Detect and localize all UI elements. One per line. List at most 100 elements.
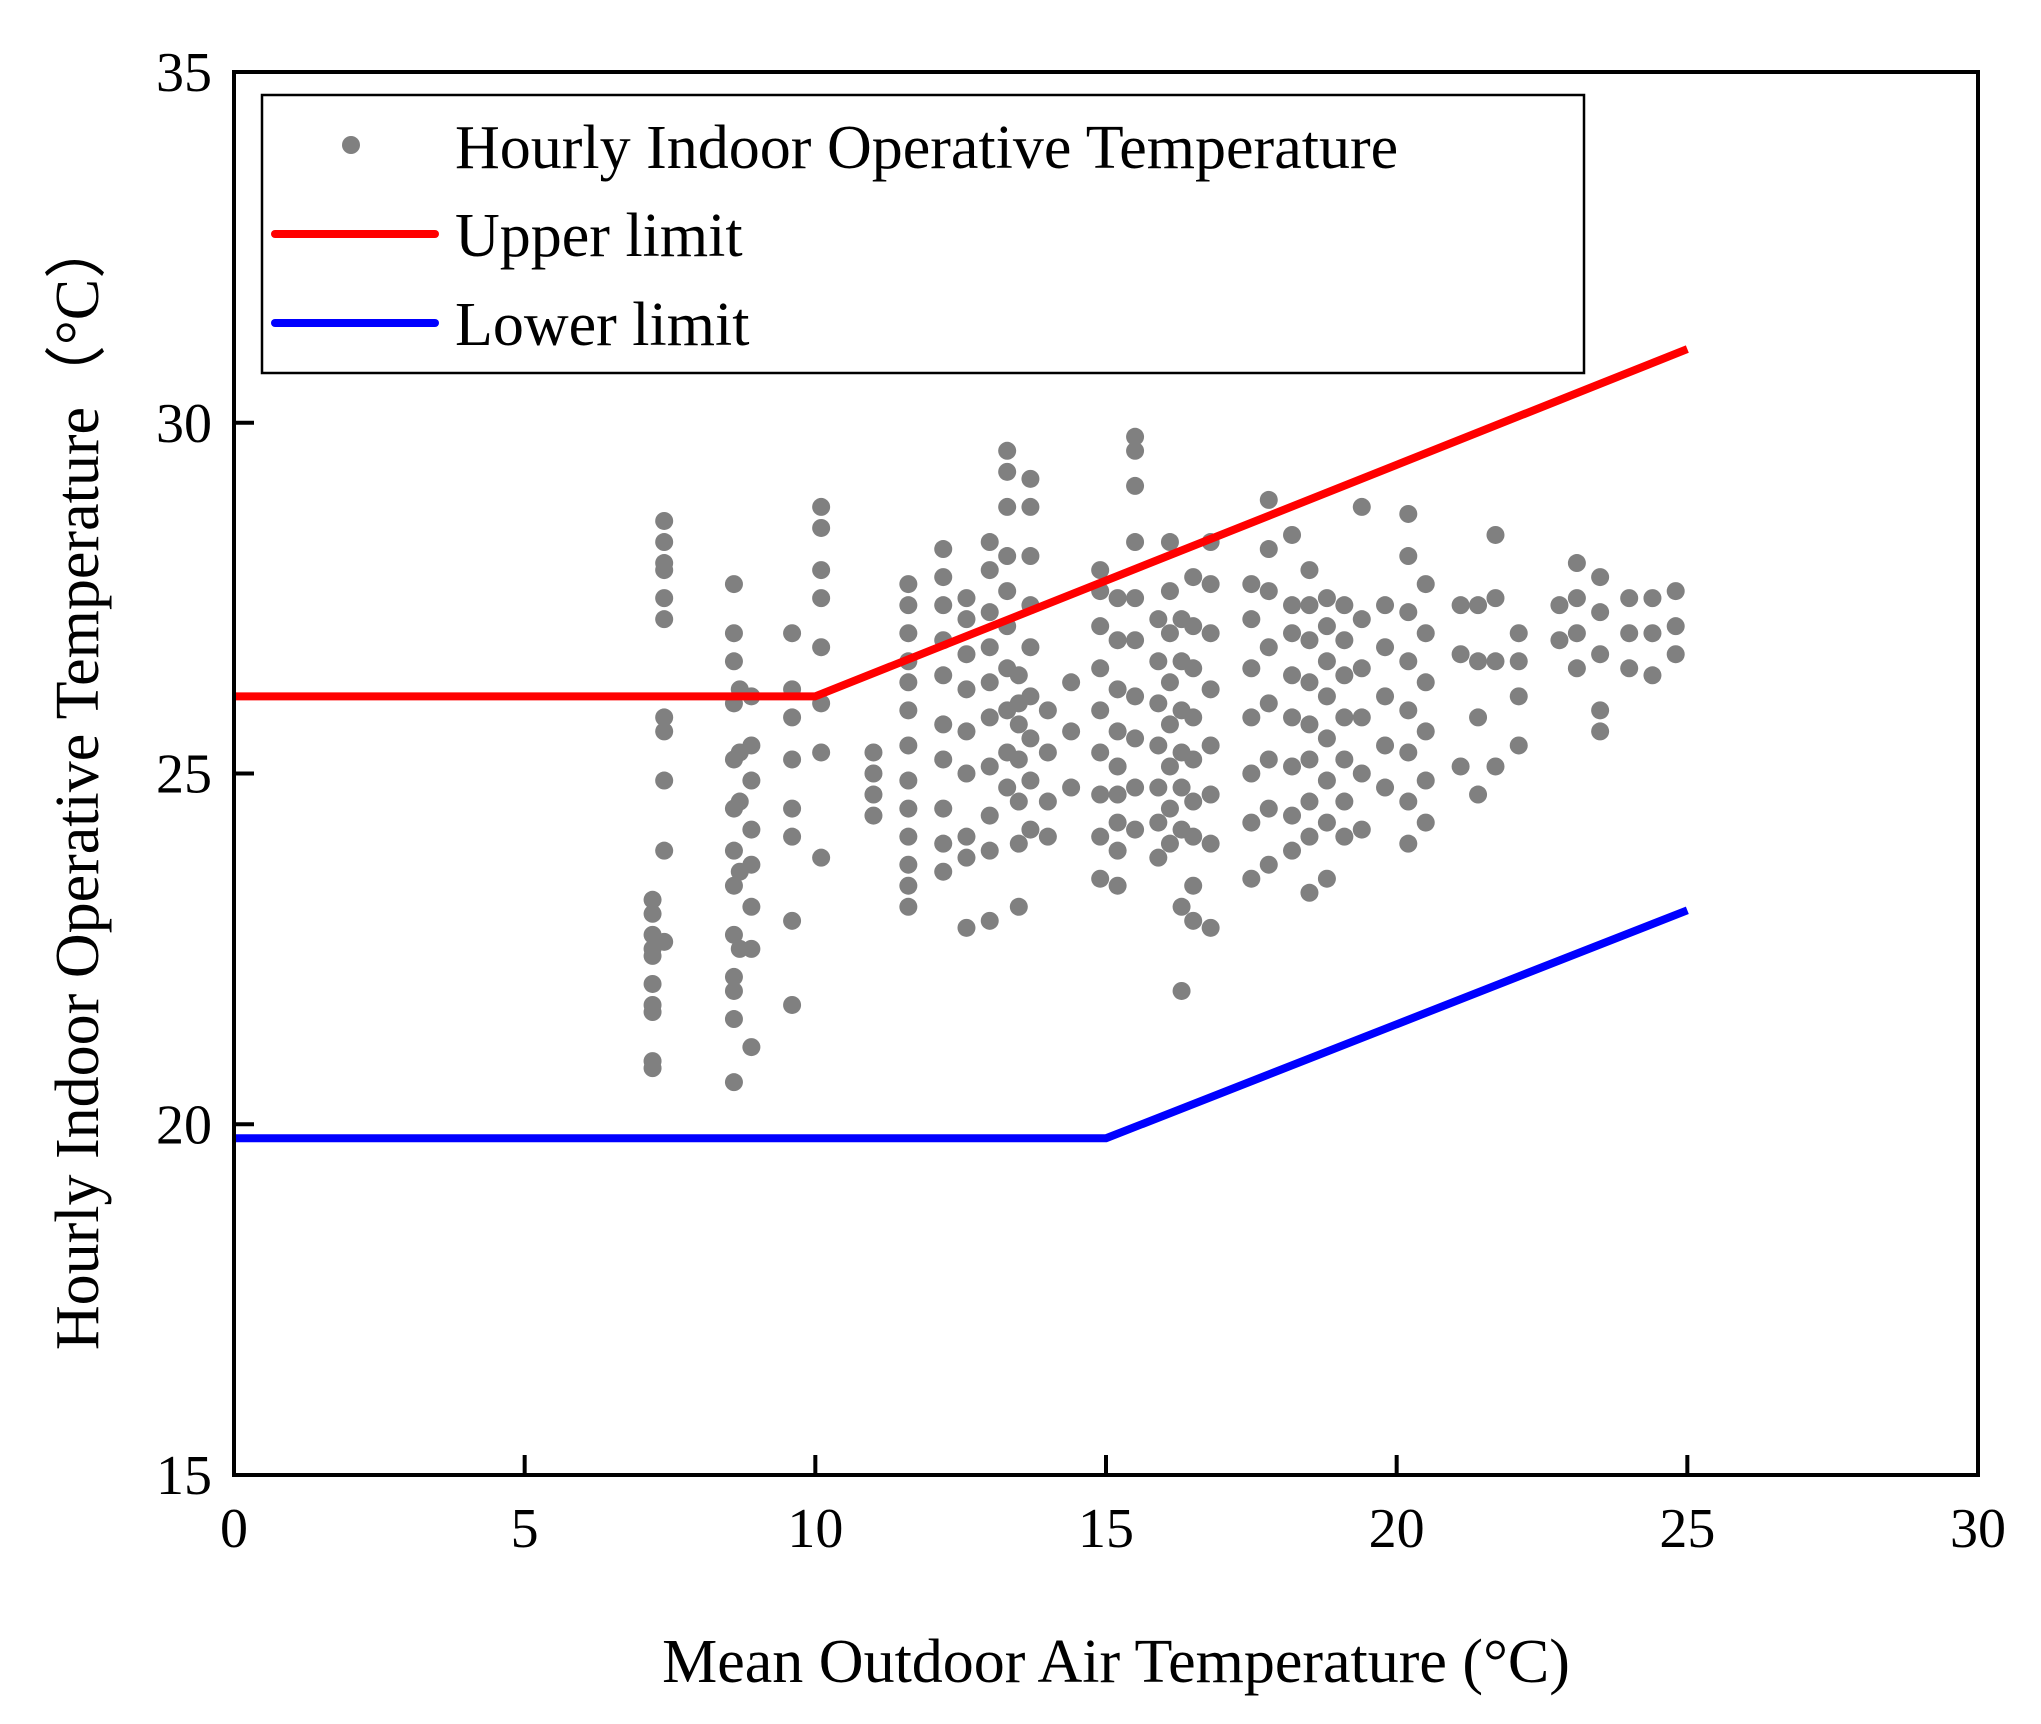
data-point — [1300, 631, 1319, 650]
data-point — [1550, 631, 1569, 650]
data-point — [1149, 778, 1168, 797]
data-point — [980, 841, 999, 860]
data-point — [1201, 680, 1220, 699]
data-point — [1283, 596, 1302, 615]
data-point — [655, 771, 674, 790]
data-point — [980, 673, 999, 692]
data-point — [864, 806, 883, 825]
data-point — [1126, 778, 1145, 797]
data-point — [1259, 540, 1278, 559]
data-point — [957, 610, 976, 629]
data-point — [899, 827, 918, 846]
data-point — [1021, 687, 1040, 706]
data-point — [1300, 883, 1319, 902]
data-point — [724, 575, 743, 594]
data-point — [934, 750, 953, 769]
data-point — [1021, 729, 1040, 748]
data-point — [957, 764, 976, 783]
data-point — [1300, 750, 1319, 769]
data-point — [1567, 589, 1586, 608]
data-point — [1416, 771, 1435, 790]
data-point — [1021, 497, 1040, 516]
data-point — [1283, 525, 1302, 544]
data-point — [1335, 631, 1354, 650]
data-point — [1149, 694, 1168, 713]
data-point — [1317, 813, 1336, 832]
data-point — [1160, 624, 1179, 643]
data-point — [1149, 736, 1168, 755]
data-point — [1486, 525, 1505, 544]
data-point — [724, 1073, 743, 1092]
y-axis-title: Hourly Indoor Operative Temperature（°C） — [44, 217, 112, 1350]
data-point — [1399, 834, 1418, 853]
data-point — [1567, 659, 1586, 678]
data-point — [934, 715, 953, 734]
data-point — [1399, 504, 1418, 523]
data-point — [1184, 708, 1203, 727]
data-point — [1416, 673, 1435, 692]
data-point — [1091, 827, 1110, 846]
data-point — [812, 743, 831, 762]
data-point — [1469, 785, 1488, 804]
data-point — [1259, 799, 1278, 818]
data-point — [1160, 673, 1179, 692]
data-point — [1283, 806, 1302, 825]
data-point — [934, 862, 953, 881]
data-point — [1108, 680, 1127, 699]
data-point — [1591, 603, 1610, 622]
data-point — [643, 1052, 662, 1071]
data-point — [998, 582, 1017, 601]
data-point — [1108, 589, 1127, 608]
legend-label-upper-limit: Upper limit — [455, 202, 743, 270]
data-point — [1021, 547, 1040, 566]
data-point — [980, 806, 999, 825]
data-point — [1038, 701, 1057, 720]
data-point — [957, 848, 976, 867]
lower-limit-line — [234, 906, 1689, 1143]
data-point — [1091, 561, 1110, 580]
data-point — [1009, 897, 1028, 916]
data-point — [1317, 729, 1336, 748]
data-point — [1335, 708, 1354, 727]
data-point — [1242, 610, 1261, 629]
data-point — [1620, 589, 1639, 608]
data-point — [1335, 827, 1354, 846]
data-point — [1201, 918, 1220, 937]
data-point — [1335, 750, 1354, 769]
data-point — [724, 652, 743, 671]
data-point — [783, 799, 802, 818]
data-point — [1317, 771, 1336, 790]
data-point — [1567, 624, 1586, 643]
data-point — [1259, 638, 1278, 657]
data-point — [1160, 757, 1179, 776]
data-point — [1300, 561, 1319, 580]
x-axis-title: Mean Outdoor Air Temperature (°C) — [662, 1628, 1570, 1696]
data-point — [957, 680, 976, 699]
data-point — [1160, 834, 1179, 853]
data-point — [1352, 820, 1371, 839]
y-tick-label: 30 — [156, 393, 212, 455]
data-point — [1416, 813, 1435, 832]
data-point — [1242, 708, 1261, 727]
data-point — [1062, 778, 1081, 797]
data-point — [899, 575, 918, 594]
data-point — [1108, 876, 1127, 895]
data-point — [998, 547, 1017, 566]
data-point — [1201, 785, 1220, 804]
data-point — [655, 841, 674, 860]
data-point — [742, 1038, 761, 1057]
data-point — [1021, 771, 1040, 790]
data-point — [1416, 624, 1435, 643]
data-point — [643, 890, 662, 909]
data-point — [1038, 827, 1057, 846]
data-point — [1184, 827, 1203, 846]
data-point — [864, 743, 883, 762]
data-point — [1108, 841, 1127, 860]
data-point — [1149, 610, 1168, 629]
data-point — [1184, 750, 1203, 769]
data-point — [1126, 820, 1145, 839]
data-point — [1021, 820, 1040, 839]
data-point — [957, 645, 976, 664]
data-point — [1172, 981, 1191, 1000]
